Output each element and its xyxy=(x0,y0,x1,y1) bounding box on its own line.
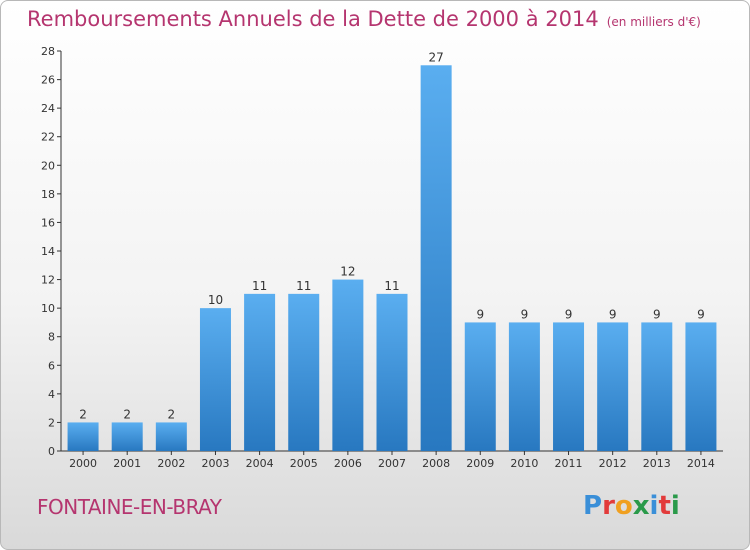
bar xyxy=(288,293,320,451)
commune-name: FONTAINE-EN-BRAY xyxy=(37,495,222,519)
logo-letter: o xyxy=(614,491,633,521)
bar-value-label: 11 xyxy=(252,279,267,293)
x-tick-label: 2013 xyxy=(643,457,671,470)
bar-value-label: 10 xyxy=(208,293,223,307)
bar xyxy=(464,322,496,451)
x-tick-label: 2003 xyxy=(201,457,229,470)
bar-value-label: 11 xyxy=(384,279,399,293)
logo-letter: i xyxy=(670,491,680,521)
x-tick-label: 2012 xyxy=(599,457,627,470)
logo-letter: x xyxy=(632,491,650,521)
bar xyxy=(199,308,231,451)
bar-value-label: 9 xyxy=(609,307,617,321)
logo-letter: i xyxy=(649,491,659,521)
bar xyxy=(420,65,452,452)
bar-value-label: 9 xyxy=(476,307,484,321)
bar xyxy=(244,293,276,451)
bar xyxy=(641,322,673,451)
chart-title: Remboursements Annuels de la Dette de 20… xyxy=(27,7,701,31)
bar-value-label: 2 xyxy=(168,407,176,421)
y-tick-label: 16 xyxy=(41,216,55,229)
proxiti-logo: Proxiti xyxy=(583,491,680,521)
chart-unit-label: (en milliers d'€) xyxy=(606,15,701,29)
bar xyxy=(508,322,540,451)
bar xyxy=(111,422,143,451)
y-tick-label: 6 xyxy=(48,359,55,372)
x-tick-label: 2011 xyxy=(555,457,583,470)
y-tick-label: 10 xyxy=(41,302,55,315)
bar-value-label: 9 xyxy=(521,307,529,321)
y-tick-label: 0 xyxy=(48,445,55,458)
x-tick-label: 2002 xyxy=(157,457,185,470)
y-tick-label: 20 xyxy=(41,159,55,172)
x-tick-label: 2007 xyxy=(378,457,406,470)
x-tick-label: 2000 xyxy=(69,457,97,470)
bar-value-label: 2 xyxy=(123,407,131,421)
bar-value-label: 9 xyxy=(565,307,573,321)
bar xyxy=(597,322,629,451)
bar xyxy=(67,422,99,451)
bar xyxy=(685,322,717,451)
y-tick-label: 22 xyxy=(41,131,55,144)
y-tick-label: 8 xyxy=(48,331,55,344)
x-tick-label: 2008 xyxy=(422,457,450,470)
x-tick-label: 2010 xyxy=(510,457,538,470)
y-tick-label: 28 xyxy=(41,45,55,58)
y-tick-label: 24 xyxy=(41,102,55,115)
y-tick-label: 14 xyxy=(41,245,55,258)
y-tick-label: 12 xyxy=(41,274,55,287)
x-tick-label: 2005 xyxy=(290,457,318,470)
logo-letter: t xyxy=(658,491,671,521)
bar-value-label: 12 xyxy=(340,265,355,279)
bar-value-label: 9 xyxy=(697,307,705,321)
bar-value-label: 11 xyxy=(296,279,311,293)
bar xyxy=(553,322,585,451)
bar xyxy=(155,422,187,451)
chart-title-text: Remboursements Annuels de la Dette de 20… xyxy=(27,7,599,31)
y-tick-label: 4 xyxy=(48,388,55,401)
y-tick-label: 2 xyxy=(48,416,55,429)
x-tick-label: 2006 xyxy=(334,457,362,470)
x-tick-label: 2014 xyxy=(687,457,715,470)
x-tick-label: 2009 xyxy=(466,457,494,470)
bar-value-label: 2 xyxy=(79,407,87,421)
x-tick-label: 2001 xyxy=(113,457,141,470)
bar xyxy=(332,279,364,451)
y-tick-label: 18 xyxy=(41,188,55,201)
logo-letter: P xyxy=(583,491,603,521)
bar-value-label: 27 xyxy=(428,50,443,64)
bar-value-label: 9 xyxy=(653,307,661,321)
logo-letter: r xyxy=(602,491,615,521)
y-tick-label: 26 xyxy=(41,74,55,87)
bar xyxy=(376,293,408,451)
x-tick-label: 2004 xyxy=(246,457,274,470)
